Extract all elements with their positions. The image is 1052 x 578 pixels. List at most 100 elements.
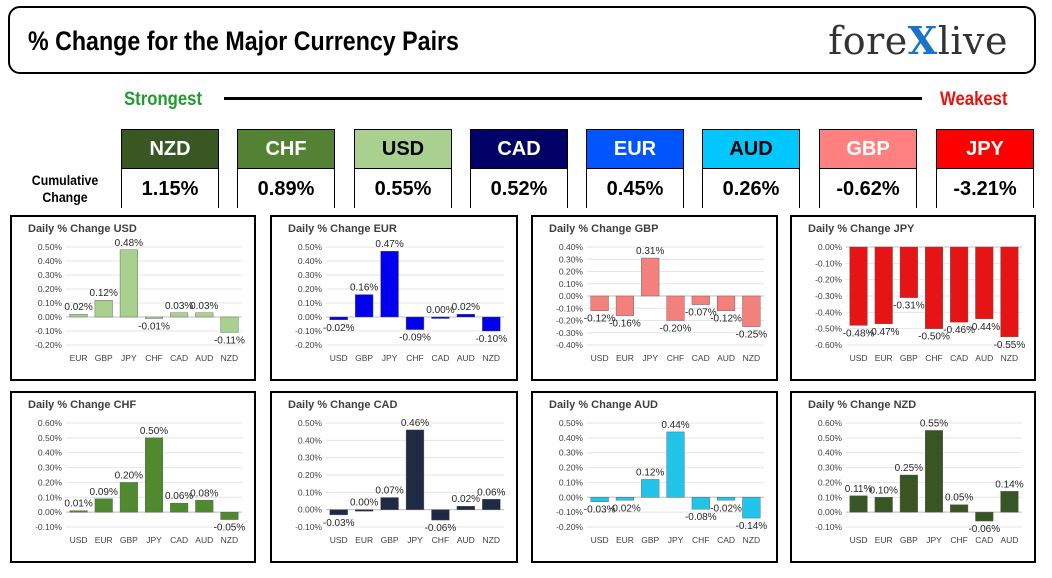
x-category-label: EUR: [875, 535, 893, 545]
y-tick-label: 0.50%: [298, 242, 323, 252]
x-category-label: AUD: [975, 353, 993, 363]
x-category-label: EUR: [70, 353, 88, 363]
y-tick-label: 0.00%: [38, 507, 63, 517]
currency-code: NZD: [122, 130, 218, 169]
data-label: -0.08%: [685, 512, 717, 523]
bar: [144, 316, 163, 319]
logo-x: X: [907, 18, 938, 63]
bar: [975, 246, 994, 320]
y-tick-label: 0.30%: [298, 270, 323, 280]
data-label: 0.46%: [401, 418, 429, 429]
data-label: 0.12%: [90, 288, 118, 299]
y-tick-label: 0.10%: [559, 279, 584, 289]
bar: [94, 299, 113, 318]
data-label: -0.31%: [893, 301, 925, 312]
y-tick-label: 0.00%: [818, 242, 843, 252]
bar: [899, 246, 918, 298]
x-category-label: EUR: [355, 535, 373, 545]
bar: [1000, 491, 1019, 513]
bar: [590, 497, 609, 502]
data-label: 0.44%: [661, 420, 689, 431]
data-label: 0.20%: [115, 470, 143, 481]
x-category-label: CHF: [950, 535, 967, 545]
bar-chart: 0.50%0.40%0.30%0.20%0.10%0.00%-0.10% -0.0…: [295, 418, 506, 545]
data-label: 0.05%: [945, 493, 973, 504]
bar: [195, 500, 214, 513]
y-tick-label: 0.10%: [298, 298, 323, 308]
y-tick-label: 0.60%: [818, 418, 843, 428]
currency-box-cad: CAD 0.52%: [470, 129, 568, 209]
bar: [405, 316, 425, 330]
bar-chart: 0.50% 0.40% 0.30% 0.20% 0.10% 0.00% -0.10% -0.2…: [35, 238, 245, 363]
currency-code: GBP: [820, 130, 916, 169]
data-label: 0.48%: [115, 238, 143, 249]
x-category-label: CHF: [925, 353, 942, 363]
y-tick-label: 0.10%: [38, 298, 63, 308]
y-tick-label: -0.20%: [295, 340, 322, 350]
data-label: -0.02%: [323, 323, 355, 334]
bar: [717, 295, 736, 311]
bar: [119, 482, 138, 513]
currency-cumulative-change: 0.45%: [587, 169, 683, 209]
x-category-label: AUD: [1000, 535, 1018, 545]
y-tick-label: 0.40%: [38, 448, 63, 458]
y-tick-label: 0.40%: [298, 256, 323, 266]
bar: [950, 246, 969, 323]
currency-code: AUD: [703, 130, 799, 169]
bar: [170, 312, 189, 318]
bar: [482, 499, 501, 510]
x-category-label: EUR: [616, 353, 634, 363]
x-category-label: GBP: [95, 353, 113, 363]
currency-cumulative-change: 0.55%: [355, 169, 451, 209]
chart-panel-chf: 0.60% 0.50% 0.40% 0.30% 0.20% 0.10% 0.00% -0.10…: [10, 391, 256, 563]
x-category-label: AUD: [457, 353, 475, 363]
currency-box-jpy: JPY -3.21%: [936, 129, 1034, 209]
bar: [482, 316, 501, 332]
bar: [170, 503, 189, 513]
data-label: 0.16%: [350, 283, 378, 294]
bar: [355, 294, 374, 318]
x-category-label: USD: [591, 353, 609, 363]
y-tick-label: -0.40%: [556, 340, 583, 350]
x-category-label: USD: [330, 535, 348, 545]
data-label: 0.00%: [350, 498, 378, 509]
y-tick-label: 0.00%: [298, 505, 323, 515]
x-category-label: CAD: [717, 535, 735, 545]
bar: [615, 295, 634, 316]
y-tick-label: 0.20%: [38, 284, 63, 294]
y-tick-label: 0.10%: [38, 492, 63, 502]
data-label: -0.47%: [868, 327, 900, 338]
bar: [874, 497, 893, 513]
chart-title: Daily % Change EUR: [288, 223, 397, 235]
y-tick-label: -0.10%: [815, 258, 842, 268]
bar: [874, 246, 893, 324]
bar: [355, 509, 374, 512]
chart-title: Daily % Change USD: [28, 223, 137, 235]
x-category-label: CAD: [170, 353, 188, 363]
data-label: -0.46%: [943, 325, 975, 336]
x-category-label: JPY: [668, 535, 684, 545]
x-category-label: NZD: [743, 535, 760, 545]
data-label: -0.11%: [214, 335, 245, 346]
y-tick-label: 0.50%: [818, 433, 843, 443]
data-label: 0.47%: [375, 239, 403, 250]
x-category-label: AUD: [195, 353, 213, 363]
y-tick-label: 0.50%: [559, 418, 584, 428]
data-label: -0.48%: [843, 328, 875, 339]
data-label: 0.06%: [477, 487, 505, 498]
bar: [742, 295, 761, 327]
data-label: -0.50%: [918, 332, 950, 343]
currency-cumulative-change: 0.26%: [703, 169, 799, 209]
bar: [431, 509, 450, 521]
y-tick-label: 0.20%: [559, 463, 584, 473]
bar: [666, 295, 685, 321]
y-tick-label: -0.30%: [815, 291, 842, 301]
x-category-label: NZD: [221, 353, 238, 363]
y-tick-label: 0.00%: [818, 507, 843, 517]
bar-chart: 0.50% 0.40% 0.30% 0.20% 0.10% 0.00% -0.10% -0.2…: [556, 418, 767, 545]
y-tick-label: 0.20%: [818, 477, 843, 487]
data-label: -0.03%: [323, 518, 355, 529]
bar: [742, 497, 761, 519]
bar: [94, 498, 113, 513]
y-tick-label: -0.20%: [556, 522, 583, 532]
